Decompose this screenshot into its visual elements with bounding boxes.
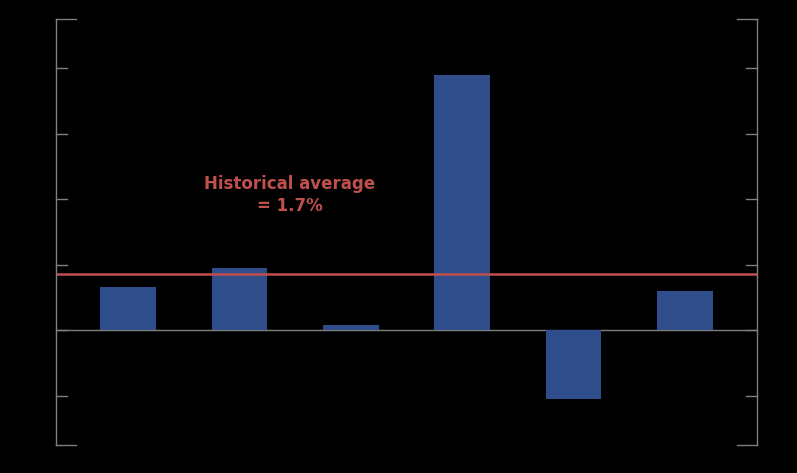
Bar: [546, 330, 601, 399]
Bar: [434, 75, 490, 330]
Text: Historical average
= 1.7%: Historical average = 1.7%: [204, 175, 375, 215]
Bar: [212, 268, 267, 330]
Bar: [100, 288, 156, 330]
Bar: [657, 291, 713, 330]
Bar: [323, 325, 379, 330]
